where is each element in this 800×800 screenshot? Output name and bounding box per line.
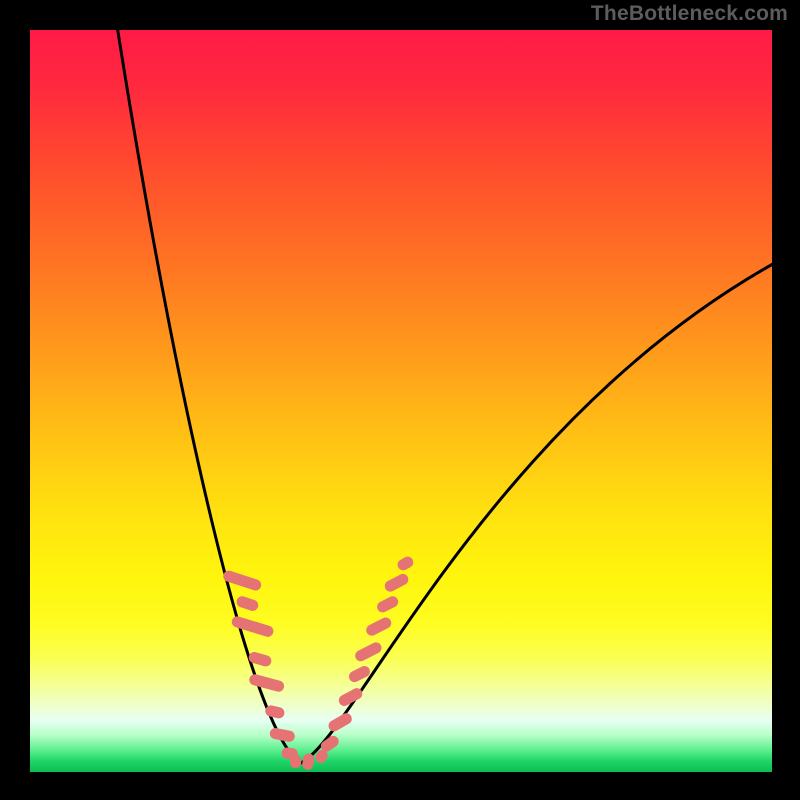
outer-frame: TheBottleneck.com <box>0 0 800 800</box>
watermark-text: TheBottleneck.com <box>591 2 788 26</box>
plot-svg <box>30 30 772 772</box>
gradient-background <box>30 30 772 772</box>
curve-mark <box>290 755 301 768</box>
